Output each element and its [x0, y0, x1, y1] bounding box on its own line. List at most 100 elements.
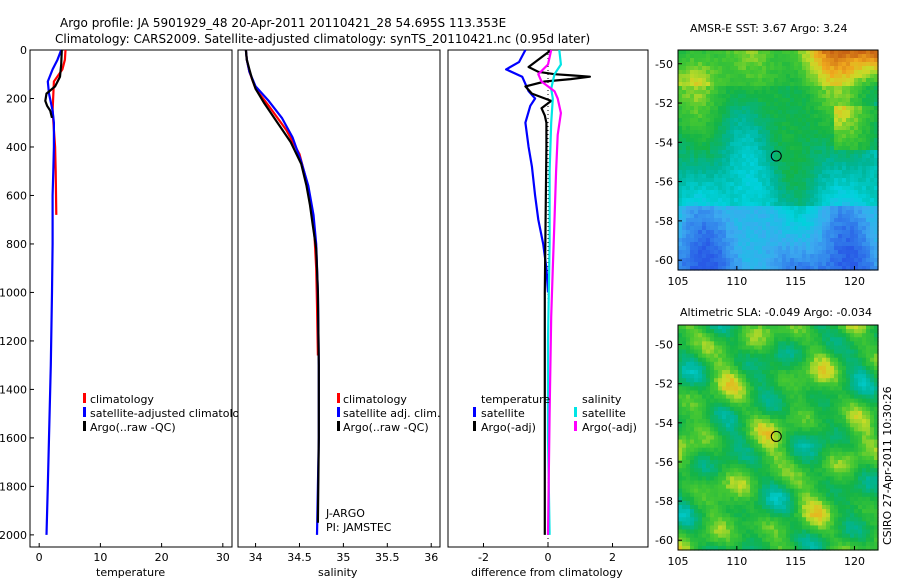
map-cell: [770, 394, 775, 400]
map-cell: [838, 170, 843, 175]
map-cell: [686, 431, 691, 437]
map-cell: [850, 357, 855, 363]
map-cell: [742, 258, 747, 263]
map-cell: [690, 166, 695, 171]
map-cell: [806, 106, 811, 111]
map-cell: [794, 242, 799, 247]
map-cell: [722, 170, 727, 175]
map-cell: [870, 218, 875, 223]
map-cell: [798, 234, 803, 239]
map-cell: [698, 62, 703, 67]
map-cell: [706, 394, 711, 400]
map-cell: [698, 58, 703, 63]
map-cell: [722, 70, 727, 75]
map-cell: [802, 58, 807, 63]
map-cell: [738, 349, 743, 355]
map-cell: [766, 54, 771, 59]
map-cell: [858, 86, 863, 91]
map-cell: [706, 464, 711, 469]
map-cell: [818, 374, 823, 379]
map-cell: [790, 455, 795, 461]
map-cell: [702, 427, 707, 432]
map-cell: [866, 266, 871, 271]
map-cell: [830, 126, 835, 131]
map-cell: [778, 78, 783, 83]
map-cell: [750, 451, 755, 457]
map-cell: [854, 162, 859, 167]
map-cell: [786, 258, 791, 263]
map-cell: [690, 138, 695, 143]
map-cell: [802, 345, 807, 351]
map-cell: [782, 390, 787, 396]
map-cell: [726, 365, 731, 371]
diff-series-line-4: [537, 49, 563, 535]
map-cell: [754, 182, 759, 187]
map-cell: [734, 406, 739, 412]
map-cell: [866, 134, 871, 139]
map-cell: [870, 357, 875, 363]
map-cell: [786, 435, 791, 441]
map-cell: [790, 110, 795, 115]
map-cell: [694, 496, 699, 502]
map-cell: [686, 488, 691, 494]
map-cell: [818, 258, 823, 263]
map-cell: [770, 254, 775, 259]
map-cell: [694, 443, 699, 449]
map-cell: [870, 488, 875, 494]
map-cell: [706, 345, 711, 351]
map-cell: [790, 472, 795, 477]
map-cell: [842, 455, 847, 461]
map-cell: [690, 439, 695, 445]
map-cell: [798, 476, 803, 482]
map-cell: [758, 94, 763, 99]
map-cell: [702, 146, 707, 151]
map-cell: [830, 146, 835, 151]
map-cell: [694, 402, 699, 408]
map-cell: [846, 186, 851, 191]
map-cell: [758, 190, 763, 195]
sst-argo-location-marker: [770, 150, 782, 162]
map-cell: [762, 451, 767, 457]
map-cell: [838, 202, 843, 207]
map-cell: [866, 218, 871, 223]
map-cell: [850, 419, 855, 424]
map-cell: [734, 78, 739, 83]
map-cell: [794, 451, 799, 457]
map-cell: [730, 382, 735, 387]
map-cell: [818, 361, 823, 367]
map-cell: [866, 394, 871, 400]
map-cell: [746, 170, 751, 175]
map-cell: [870, 66, 875, 71]
map-cell: [746, 138, 751, 143]
map-cell: [830, 370, 835, 375]
map-cell: [690, 365, 695, 371]
map-cell: [786, 402, 791, 408]
map-cell: [790, 365, 795, 371]
map-cell: [834, 158, 839, 163]
map-cell: [806, 341, 811, 347]
map-cell: [718, 435, 723, 441]
map-cell: [794, 415, 799, 420]
map-cell: [806, 198, 811, 203]
map-cell: [682, 126, 687, 131]
map-cell: [786, 90, 791, 95]
map-cell: [690, 254, 695, 259]
map-cell: [702, 50, 707, 55]
map-cell: [874, 353, 879, 359]
map-cell: [854, 146, 859, 151]
figure-title-line2: Climatology: CARS2009. Satellite-adjuste…: [55, 32, 590, 46]
map-cell: [754, 402, 759, 408]
map-cell: [850, 415, 855, 420]
map-cell: [738, 374, 743, 379]
diff-x-tick-label: 0: [545, 551, 552, 564]
map-cell: [794, 202, 799, 207]
map-cell: [754, 451, 759, 457]
map-cell: [794, 146, 799, 151]
map-cell: [722, 218, 727, 223]
map-cell: [874, 419, 879, 424]
map-cell: [818, 406, 823, 412]
map-cell: [834, 415, 839, 420]
map-cell: [774, 374, 779, 379]
map-cell: [834, 410, 839, 416]
map-cell: [806, 402, 811, 408]
